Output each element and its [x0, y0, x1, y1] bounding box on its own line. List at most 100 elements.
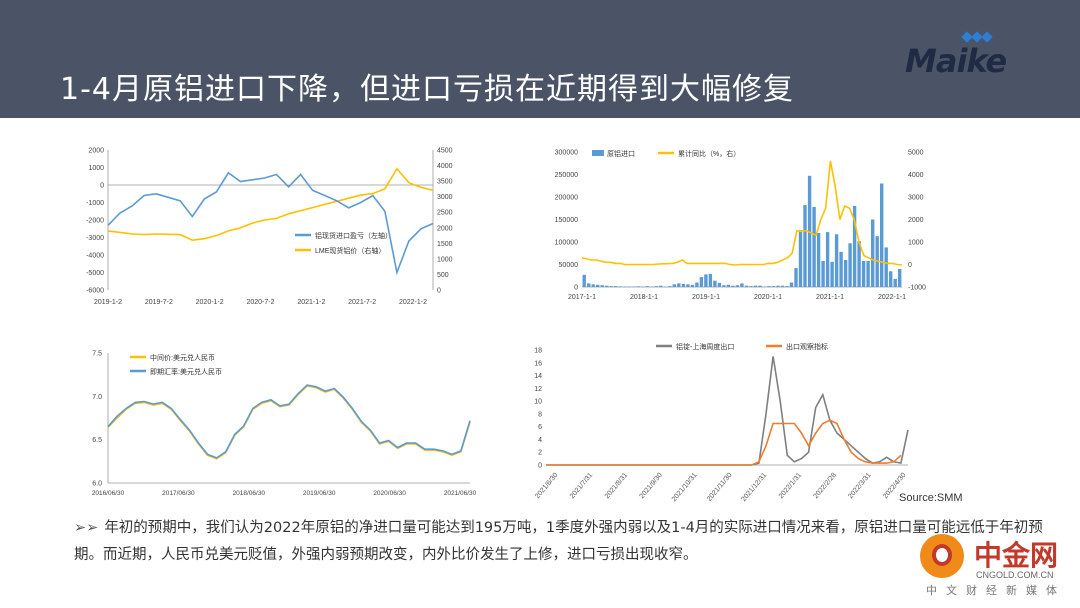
x-tick: 2021/9/30 [639, 472, 664, 500]
y-tick-right: 5000 [908, 150, 924, 157]
x-tick: 2018/06/30 [233, 490, 266, 497]
x-tick: 2021/12/31 [740, 472, 768, 503]
chart-svg: 18 16 14 12 10 8 6 4 2 0 2021/6/30 2021/7/31 2021/8/… [534, 342, 909, 503]
x-tick: 2019-7-2 [145, 299, 173, 306]
bar-import [848, 243, 852, 287]
series-line-weekly-export [546, 356, 909, 466]
x-tick: 2022-1-2 [399, 299, 427, 306]
bar-import [654, 286, 658, 287]
bar-import [780, 285, 785, 288]
bar-import [618, 286, 622, 287]
bar-import [717, 282, 722, 287]
bar-import [641, 286, 645, 288]
bar-import [812, 206, 816, 287]
bar-import [785, 286, 789, 287]
x-tick: 2016/06/30 [92, 490, 125, 497]
y-tick-left: 0 [100, 183, 104, 190]
series-line-import-profit [107, 171, 434, 276]
page-title: 1-4月原铝进口下降，但进口亏损在近期得到大幅修复 [60, 72, 794, 107]
y-tick-right: 1500 [437, 241, 453, 248]
y-tick: 2 [538, 450, 542, 457]
x-tick: 2022/2/28 [813, 472, 838, 500]
legend-spot-rate-label: 即期汇率:美元兑人民币 [150, 367, 222, 376]
bar-import [893, 278, 897, 287]
chart-usd-cny: 7.5 7.0 6.5 6.0 2016/06/30 2017/06/30 2018/06/… [70, 345, 490, 505]
y-tick: 10 [534, 399, 542, 406]
y-tick-right: 2000 [908, 217, 924, 224]
x-tick: 2019/06/30 [303, 490, 336, 497]
x-tick: 2021-1-2 [297, 299, 325, 306]
y-tick-right: 3000 [908, 195, 924, 202]
y-tick-left: -4000 [86, 253, 104, 260]
bar-import [744, 285, 749, 288]
chart-primary-aluminum-imports: 300000 250000 200000 150000 100000 50000 0 5000… [540, 140, 960, 305]
x-tick: 2022/3/31 [847, 472, 872, 500]
bar-import [884, 247, 888, 287]
y-tick-left: -2000 [86, 218, 104, 225]
watermark-url: CNGOLD.COM.CN [976, 570, 1054, 580]
y-tick-right: 4000 [908, 172, 924, 179]
bar-import [713, 280, 717, 287]
y-tick: 6.0 [92, 481, 102, 488]
y-tick-right: 0 [437, 288, 441, 295]
x-tick: 2021-1-1 [816, 294, 844, 301]
y-tick: 0 [538, 463, 542, 470]
chart-import-profit-lme: 2000 1000 0 -1000 -2000 -3000 -4000 -5000 -6000 4… [70, 140, 490, 315]
commentary-text: 年初的预期中，我们认为2022年原铝的净进口量可能达到195万吨，1季度外强内弱… [74, 520, 1043, 563]
legend-lme-label: LME现货铝价（右轴） [315, 246, 385, 255]
bar-import [821, 260, 825, 287]
y-tick-right: 0 [908, 262, 912, 269]
bar-import [880, 183, 884, 287]
y-tick: 18 [534, 348, 542, 355]
y-tick-left: -1000 [86, 200, 104, 207]
bar-import [898, 269, 902, 287]
chart-svg: 2000 1000 0 -1000 -2000 -3000 -4000 -5000 -6000 4… [86, 148, 453, 307]
bar-import [704, 274, 708, 287]
y-tick-left: 0 [574, 285, 578, 292]
bar-import [591, 284, 595, 287]
legend-central-parity-label: 中间价:美元兑人民币 [150, 353, 215, 362]
y-tick-left: 1000 [88, 165, 104, 172]
x-tick: 2021/10/31 [671, 472, 699, 503]
bar-import [740, 283, 744, 287]
x-tick: 2021/7/31 [569, 472, 594, 500]
y-tick-left: 100000 [555, 240, 578, 247]
x-tick: 2019-1-2 [94, 299, 122, 306]
chart-svg: 7.5 7.0 6.5 6.0 2016/06/30 2017/06/30 2018/06/… [92, 351, 477, 498]
bar-import [889, 271, 893, 288]
bar-import [771, 286, 776, 287]
bar-import [735, 285, 740, 287]
bar-import [582, 274, 586, 287]
bar-import [861, 260, 866, 287]
y-tick-right: -1000 [908, 285, 926, 292]
bar-import [650, 286, 654, 288]
bar-import [753, 285, 758, 288]
y-tick-left: 150000 [555, 217, 578, 224]
bar-import [871, 219, 875, 287]
bar-import [690, 284, 695, 288]
bar-import [645, 286, 649, 287]
x-tick: 2022/1/31 [778, 472, 803, 500]
y-tick: 7.0 [92, 394, 102, 401]
bar-import [839, 251, 843, 287]
bar-import [816, 233, 821, 287]
y-tick-left: 300000 [555, 150, 578, 157]
bar-import [668, 286, 672, 287]
y-tick-right: 2000 [437, 225, 453, 232]
legend-export-indicator-label: 出口观察指标 [786, 342, 828, 351]
y-tick-left: 250000 [555, 172, 578, 179]
x-tick: 2017-1-1 [568, 294, 596, 301]
bar-import [789, 282, 794, 287]
x-tick: 2021/8/31 [604, 472, 629, 500]
bar-import [587, 283, 591, 287]
bar-import [677, 283, 681, 287]
bar-import [596, 284, 600, 288]
x-tick: 2020-1-1 [754, 294, 782, 301]
y-tick-left: 200000 [555, 195, 578, 202]
commentary-paragraph: ➢➢ 年初的预期中，我们认为2022年原铝的净进口量可能达到195万吨，1季度外强… [74, 515, 1054, 569]
x-tick: 2021/11/30 [706, 472, 734, 503]
bar-import [843, 260, 848, 287]
series-line-export-indicator [546, 419, 902, 466]
y-tick: 7.5 [92, 351, 102, 358]
x-tick: 2021-7-2 [348, 299, 376, 306]
